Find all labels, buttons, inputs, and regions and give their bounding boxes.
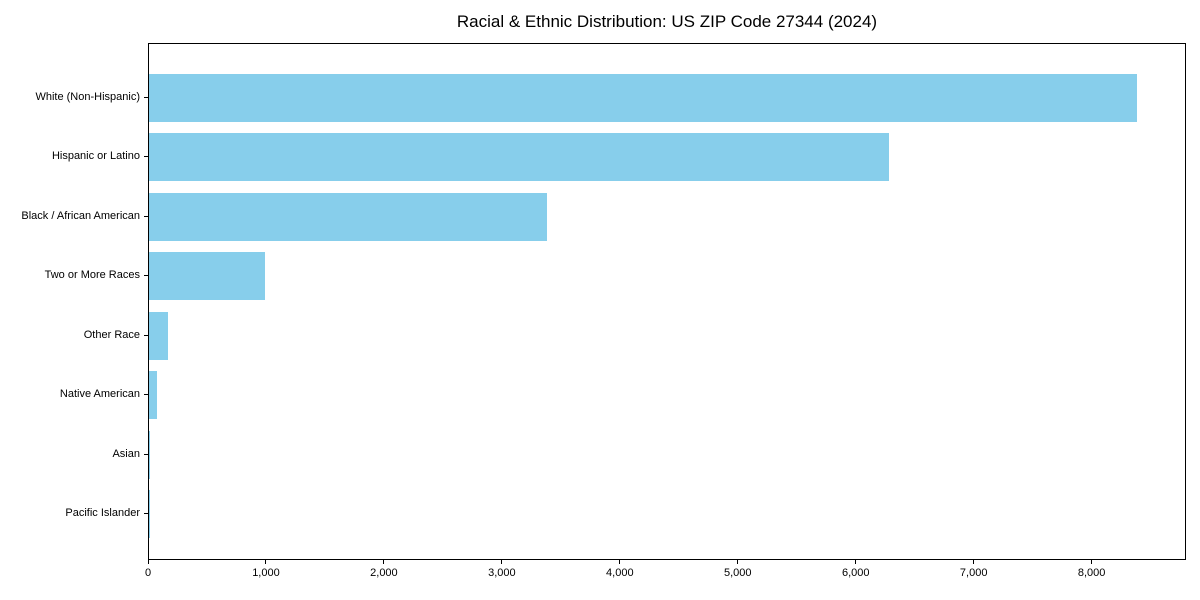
y-tick-label: Pacific Islander (65, 507, 140, 519)
y-tick-label: Two or More Races (44, 269, 140, 282)
x-axis-tick (619, 560, 621, 564)
x-tick-label: 7,000 (959, 567, 988, 579)
x-axis-tick (265, 560, 267, 564)
y-tick-label: Hispanic or Latino (51, 150, 140, 163)
x-tick-label: 2,000 (370, 567, 398, 579)
x-tick-label: 8,000 (1077, 567, 1106, 579)
x-tick-label: 6,000 (841, 567, 870, 579)
y-axis-tick (144, 334, 148, 336)
x-tick-label: 3,000 (488, 567, 516, 579)
y-tick-label: White (Non-Hispanic) (35, 91, 140, 103)
x-tick-label: 5,000 (724, 567, 752, 579)
x-tick-label: 4,000 (606, 567, 634, 579)
y-tick-label: Native American (59, 388, 140, 401)
x-axis-tick (147, 560, 149, 564)
x-tick-label: 0 (144, 567, 152, 579)
bar-asian (149, 430, 151, 479)
bar-black-african-american (149, 192, 547, 241)
x-tick-label: 1,000 (252, 567, 280, 579)
bar-white-non-hispanic (149, 74, 1138, 122)
y-tick-label: Asian (112, 447, 140, 460)
y-axis-tick (144, 97, 148, 98)
x-axis-tick (1091, 560, 1093, 564)
bar-hispanic-or-latino (149, 133, 889, 182)
x-axis-tick (973, 560, 975, 564)
y-axis-tick (144, 156, 148, 158)
x-axis-tick (855, 560, 857, 564)
x-axis-tick (501, 560, 503, 564)
x-axis-tick (383, 560, 385, 564)
bar-two-or-more-races (149, 252, 265, 301)
chart-title: Racial & Ethnic Distribution: US ZIP Cod… (456, 12, 878, 31)
y-axis-tick (144, 215, 148, 217)
y-axis-tick (144, 453, 148, 455)
y-axis-tick (144, 275, 148, 277)
plot-area (148, 43, 1186, 560)
y-tick-label: Other Race (83, 328, 140, 341)
y-axis-tick (144, 513, 148, 514)
y-tick-label: Black / African American (21, 209, 140, 222)
bar-other-race (149, 311, 169, 360)
bar-native-american (149, 371, 157, 420)
x-axis-tick (737, 560, 739, 564)
y-axis-tick (144, 394, 148, 396)
